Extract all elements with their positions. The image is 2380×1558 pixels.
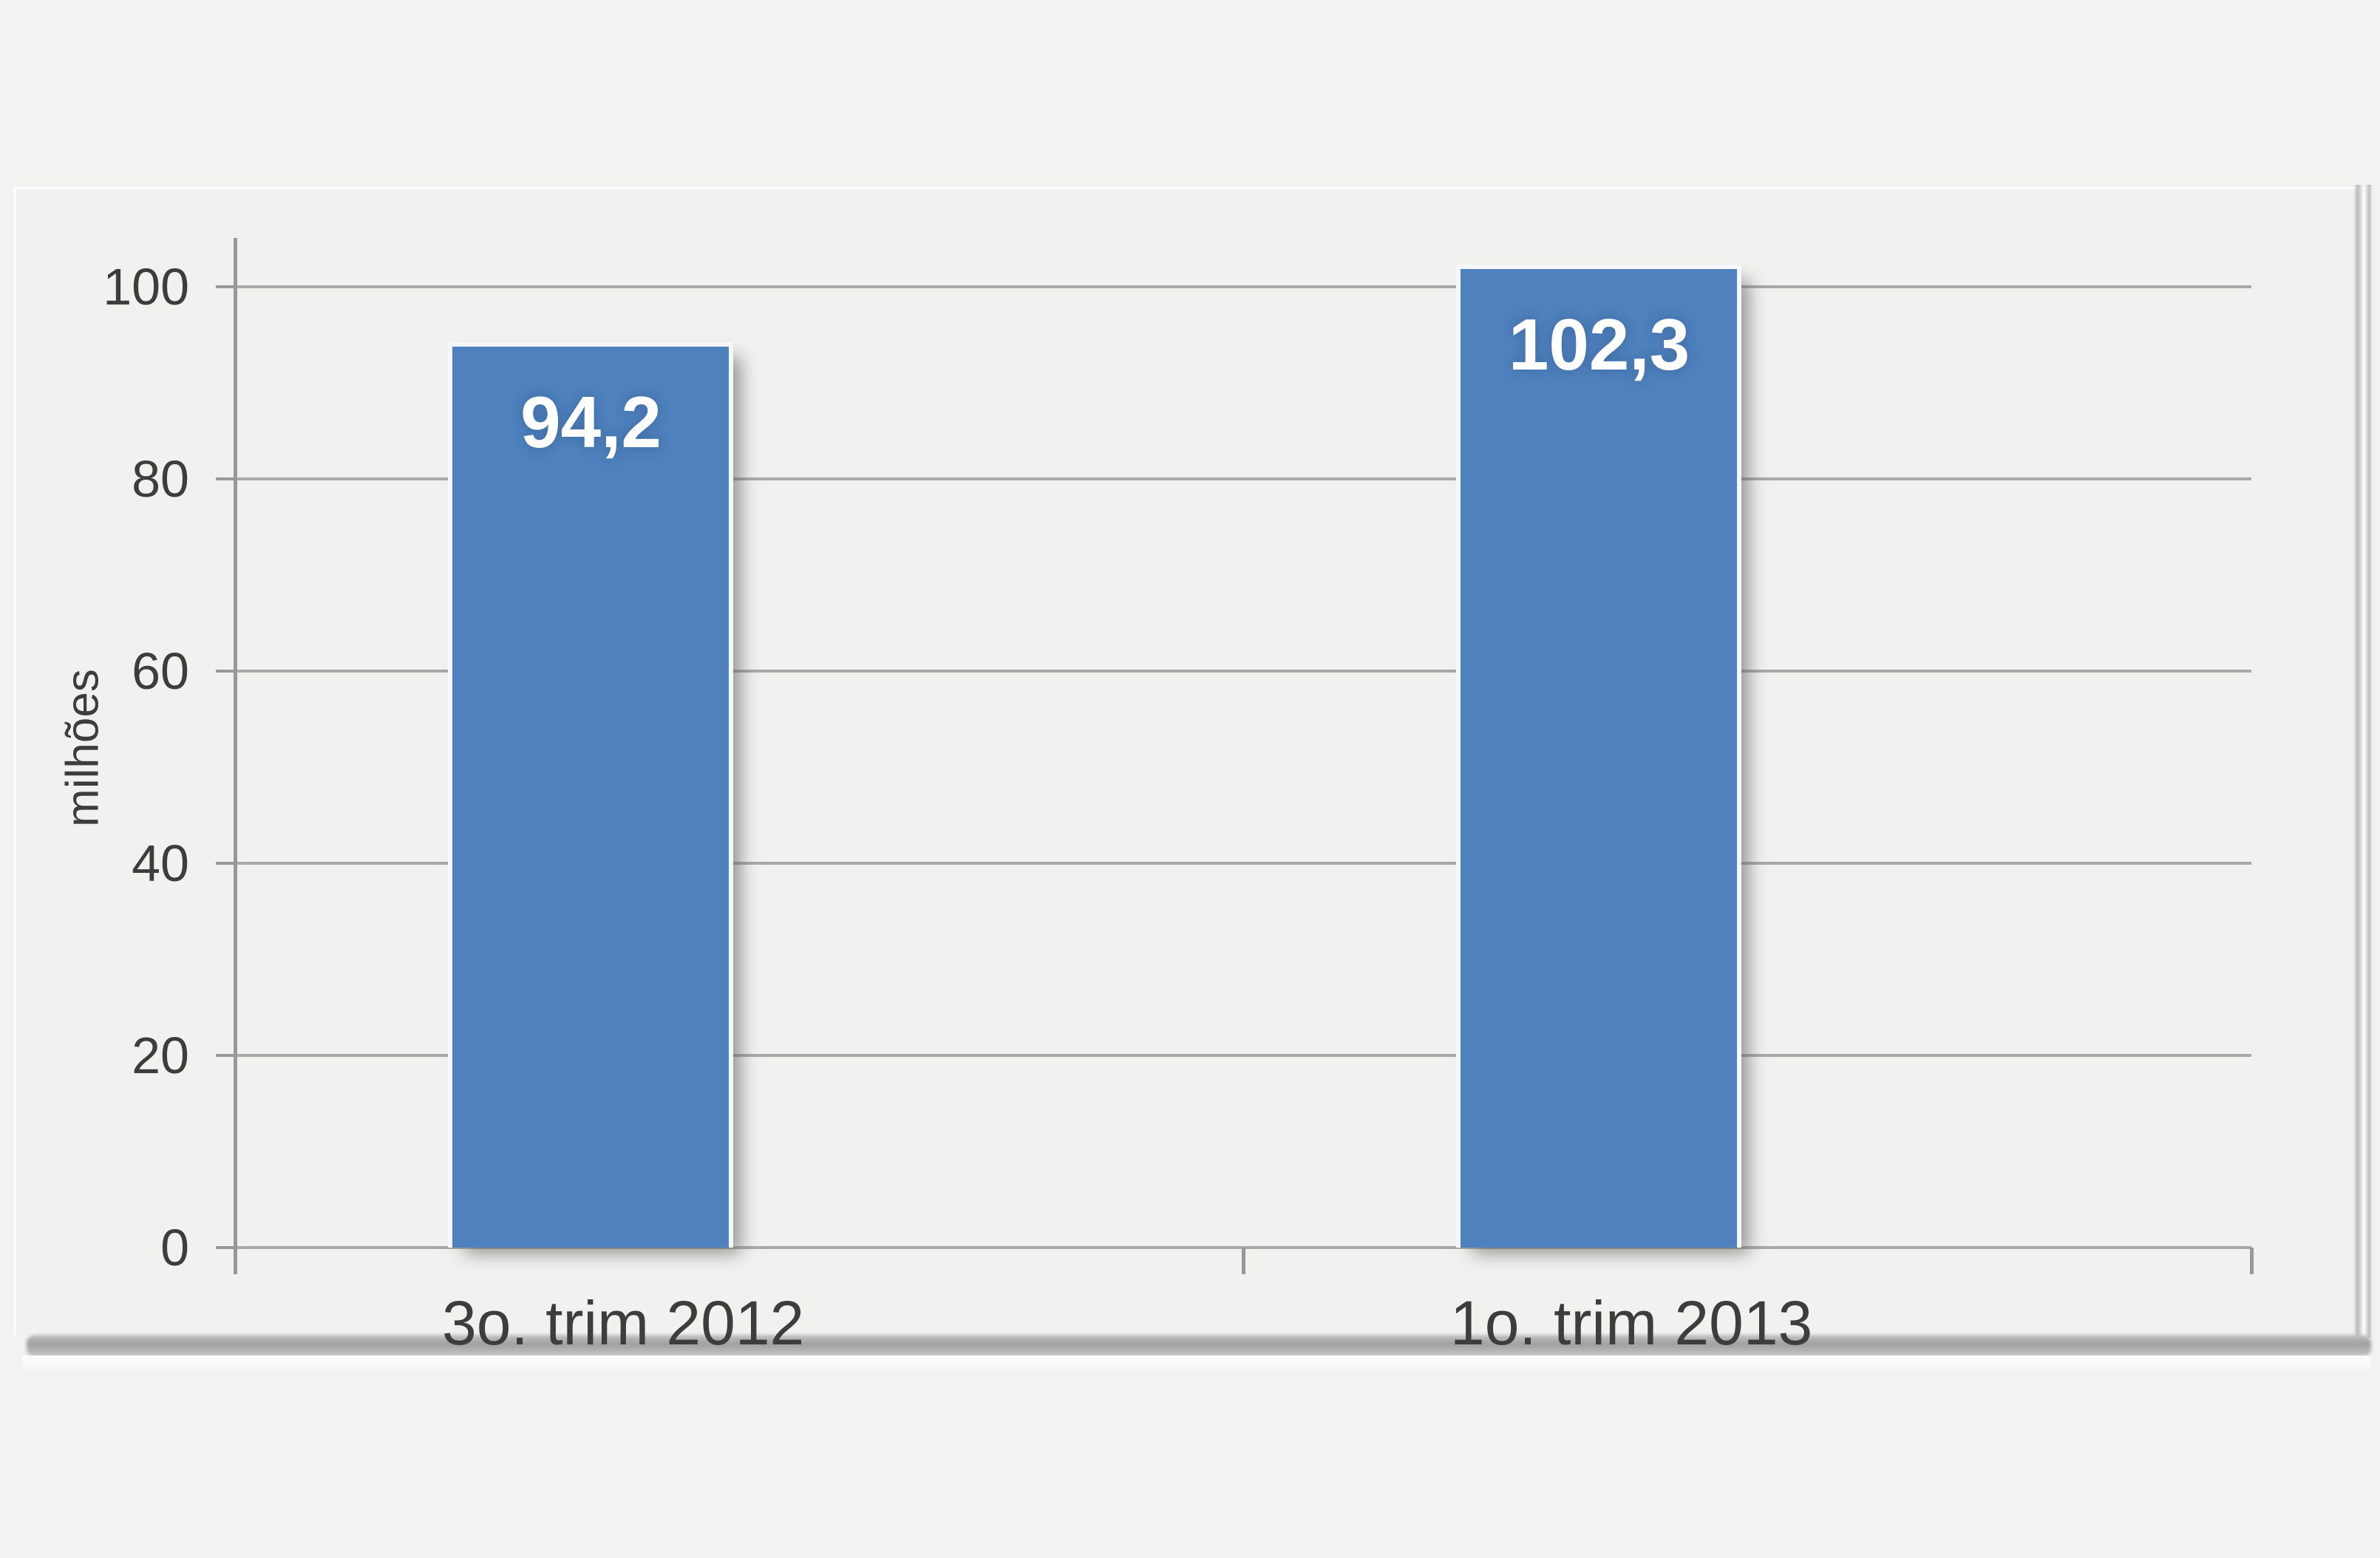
x-tick-mark-0	[234, 1248, 237, 1274]
panel-bottom-shadow-fade	[22, 1355, 2371, 1373]
chart-panel	[14, 187, 2364, 1335]
y-tick-mark-60	[216, 670, 235, 673]
y-tick-mark-100	[216, 285, 235, 288]
bar-1o. trim 2013: 102,3	[1456, 265, 1742, 1248]
gridline-20	[235, 1054, 2251, 1057]
x-tick-mark-1	[1242, 1248, 1245, 1274]
y-tick-label-80: 80	[132, 450, 189, 508]
y-tick-mark-20	[216, 1054, 235, 1057]
x-category-label-0: 3o. trim 2012	[441, 1288, 805, 1358]
gridline-80	[235, 477, 2251, 480]
panel-right-shadow	[2353, 185, 2373, 1338]
gridline-40	[235, 862, 2251, 865]
y-tick-label-60: 60	[132, 642, 189, 700]
y-tick-label-40: 40	[132, 834, 189, 892]
bar-3o. trim 2012: 94,2	[448, 342, 734, 1248]
gridline-100	[235, 285, 2251, 288]
y-tick-label-100: 100	[103, 258, 189, 316]
y-tick-label-20: 20	[132, 1027, 189, 1084]
x-category-label-1: 1o. trim 2013	[1449, 1288, 1813, 1358]
y-tick-mark-0	[216, 1246, 235, 1249]
x-tick-mark-2	[2250, 1248, 2254, 1274]
y-tick-label-0: 0	[160, 1219, 189, 1276]
y-axis-line	[234, 238, 237, 1274]
y-axis-title-text: milhões	[57, 669, 109, 827]
gridline-60	[235, 670, 2251, 673]
panel-bottom-shadow	[27, 1335, 2371, 1357]
bar-value-label-1: 102,3	[1508, 304, 1690, 386]
y-axis-title: milhões	[57, 669, 109, 827]
bar-value-label-0: 94,2	[520, 381, 662, 463]
y-tick-mark-40	[216, 862, 235, 865]
y-tick-mark-80	[216, 477, 235, 480]
